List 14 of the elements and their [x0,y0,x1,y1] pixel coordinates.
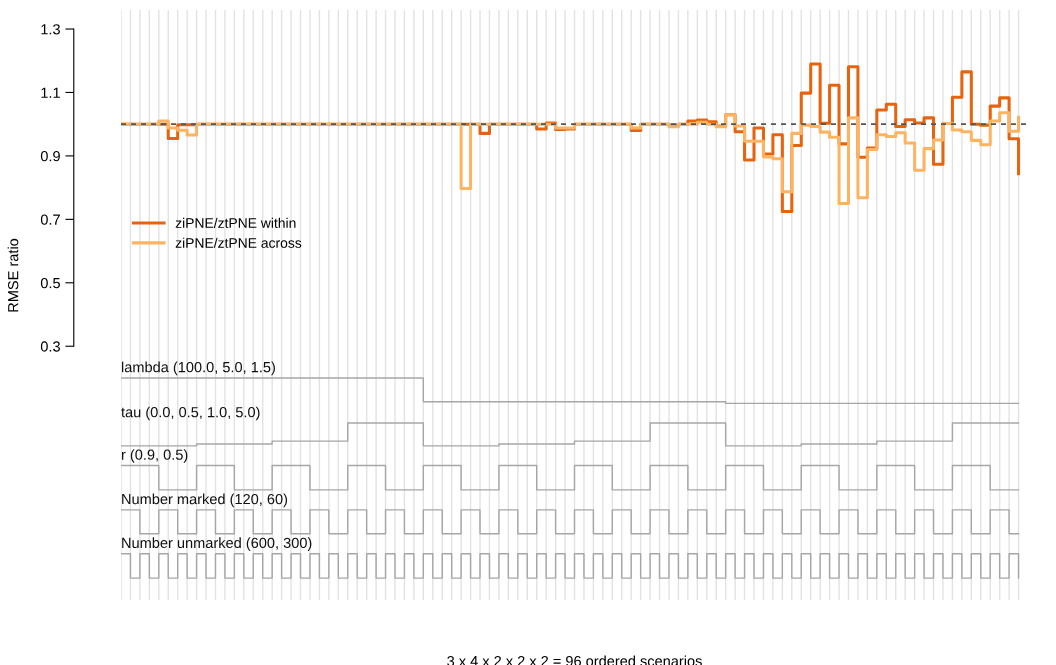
annotation: r (0.9, 0.5) [121,449,188,463]
y-tick-label: 0.7 [40,214,60,225]
legend-label: ziPNE/ztPNE within [175,217,296,228]
y-tick-label: 0.3 [40,341,60,352]
y-tick-label: 1.3 [41,24,60,35]
y-tick-label: 1.1 [41,87,60,98]
y-tick-label: 0.5 [40,277,60,289]
y-tick-label: 0.9 [40,151,60,162]
annotation: Number unmarked (600, 300) [122,537,312,551]
annotation: tau (0.0, 0.5, 1.0, 5.0) [121,406,260,421]
annotation: lambda (100.0, 5.0, 1.5) [121,361,275,376]
legend-label: ziPNE/ztPNE across [175,237,302,248]
annotation: Number marked (120, 60) [122,493,288,508]
y-axis-title: RMSE ratio [7,238,19,312]
